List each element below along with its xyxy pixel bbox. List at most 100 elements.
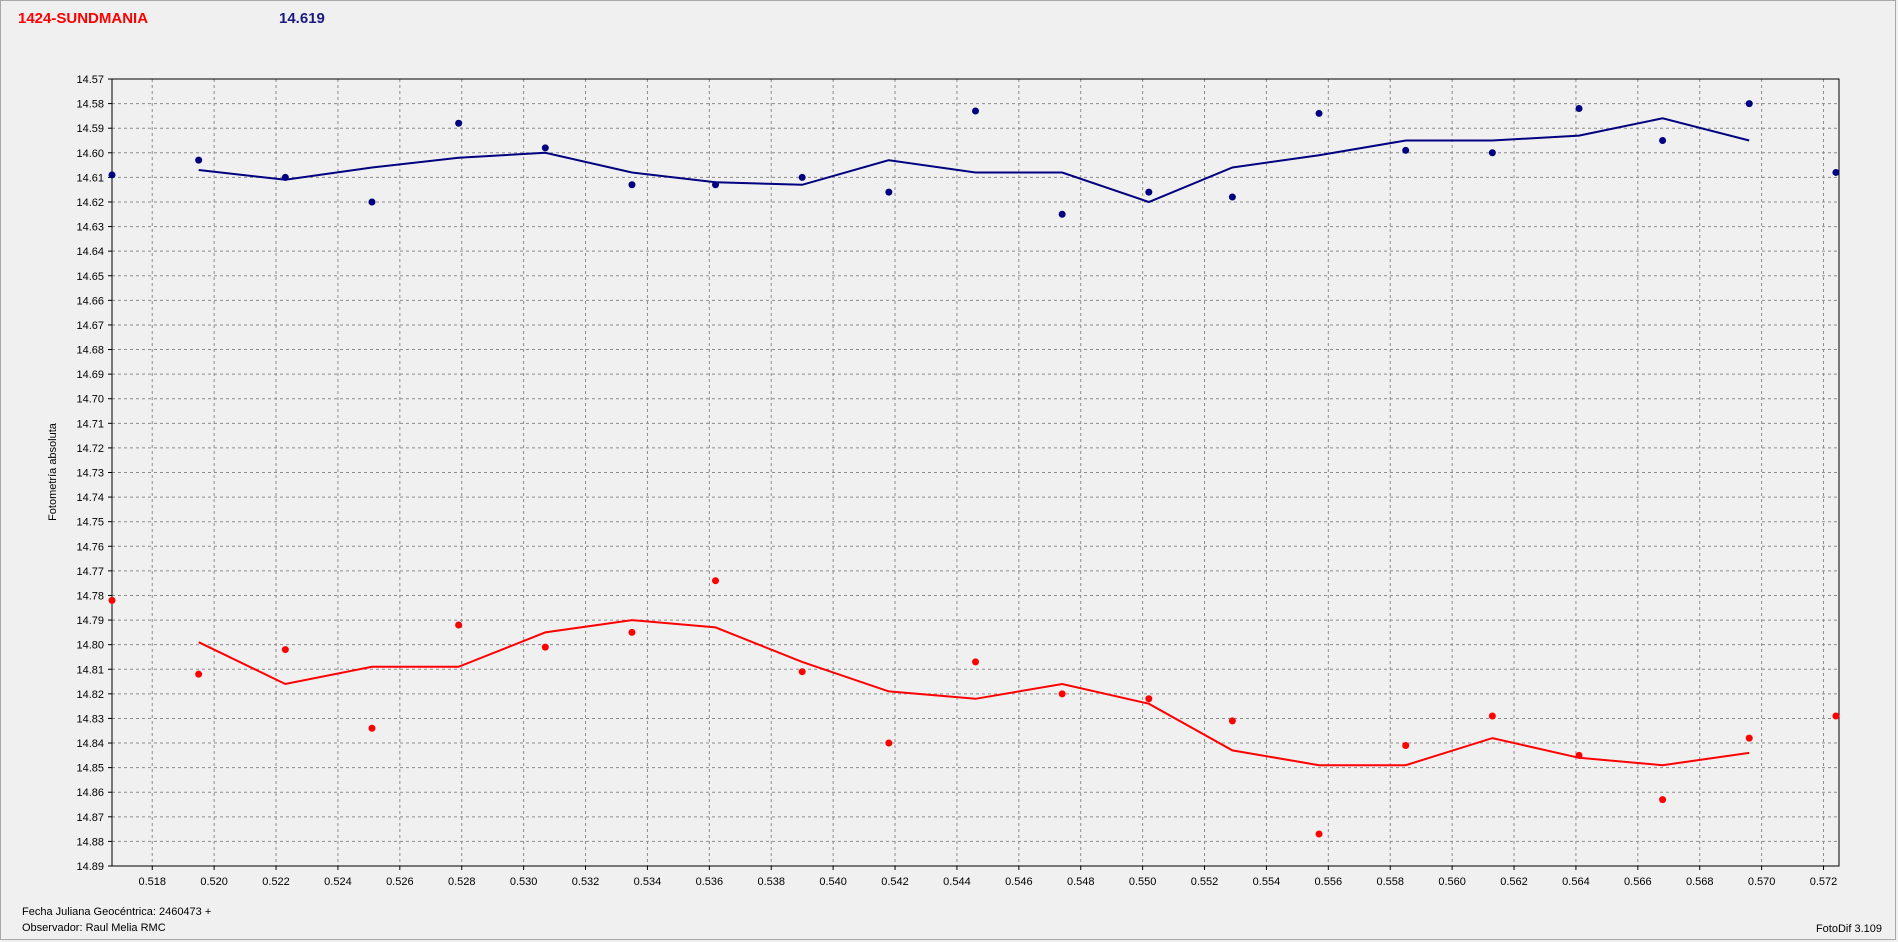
series-1-trend-line [198,117,1750,204]
series-2-point [541,643,549,651]
y-tick-label: 14.65 [76,271,104,283]
series-1-point [1145,188,1153,196]
series-2-point [455,621,463,629]
x-tick-label: 0.546 [1005,876,1033,888]
x-tick-label: 0.560 [1438,876,1466,888]
series-2-point [1745,734,1753,742]
series-1-point [1315,109,1323,117]
x-tick-label: 0.572 [1810,876,1838,888]
series-2-point [1575,751,1583,759]
series-1-point [1745,100,1753,108]
series-1-point [281,173,289,181]
y-tick-label: 14.57 [76,74,104,86]
x-tick-label: 0.568 [1686,876,1714,888]
series-1-point [1402,146,1410,154]
series-1-point [712,181,720,189]
x-tick-label: 0.540 [819,876,847,888]
series-2-point [1315,830,1323,838]
y-tick-label: 14.85 [76,763,104,775]
y-tick-label: 14.68 [76,345,104,357]
series-1-point [1488,149,1496,157]
x-tick-label: 0.536 [696,876,724,888]
chart-series [108,100,1840,838]
x-tick-label: 0.524 [324,876,352,888]
y-tick-label: 14.71 [76,418,104,430]
series-2-point [628,628,636,636]
x-tick-label: 0.556 [1315,876,1343,888]
x-axis-ticks: 0.518 0.520 0.522 0.524 0.526 0.528 0.530 0.532… [138,866,1837,888]
y-tick-label: 14.83 [76,713,104,725]
series-2-point [281,646,289,654]
y-tick-label: 14.62 [76,197,104,209]
series-2-trend-line [198,619,1750,767]
series-2-point [1228,717,1236,725]
series-2-point [885,739,893,747]
series-1-point [1058,210,1066,218]
julian-date-label: Fecha Juliana Geocéntrica: 2460473 + [22,906,212,918]
series-1-point [195,156,203,164]
series-1-point [108,171,116,179]
series-2-point [712,577,720,585]
y-tick-label: 14.60 [76,148,104,160]
series-1-point [628,181,636,189]
x-tick-label: 0.558 [1376,876,1404,888]
x-tick-label: 0.544 [943,876,971,888]
x-tick-label: 0.570 [1748,876,1776,888]
series-2-point [1402,741,1410,749]
series-2-point [972,658,979,666]
y-tick-label: 14.88 [76,836,104,848]
series-2-point [1488,712,1496,720]
y-tick-label: 14.76 [76,541,104,553]
y-tick-label: 14.78 [76,590,104,602]
series-2-point [108,596,116,604]
series-2-point [368,724,376,732]
y-tick-label: 14.70 [76,394,104,406]
x-tick-label: 0.520 [200,876,228,888]
series-1-point [1575,105,1583,113]
y-tick-label: 14.74 [76,492,104,504]
series-1-point [798,173,806,181]
series-2-point [1145,695,1153,703]
y-tick-label: 14.59 [76,123,104,135]
series-1-point [541,144,549,152]
y-tick-label: 14.86 [76,787,104,799]
x-tick-label: 0.522 [262,876,290,888]
series-2-point [1832,712,1840,720]
series-2-point [1659,796,1667,804]
x-tick-label: 0.554 [1253,876,1281,888]
series-2-point [1058,690,1066,698]
series-2-point [195,670,203,678]
y-tick-label: 14.58 [76,99,104,111]
y-tick-label: 14.73 [76,468,104,480]
series-1-point [972,107,979,115]
lightcurve-chart: 14.57 14.58 14.59 14.60 14.61 14.62 14.63 14.64… [76,74,1840,888]
series-1-point [1832,168,1840,176]
x-tick-label: 0.548 [1067,876,1095,888]
series-1-point [1659,136,1667,144]
object-name-title: 1424-SUNDMANIA [18,10,149,27]
y-tick-label: 14.79 [76,615,104,627]
x-tick-label: 0.526 [386,876,414,888]
x-tick-label: 0.552 [1191,876,1219,888]
x-tick-label: 0.534 [634,876,662,888]
y-tick-label: 14.77 [76,566,104,578]
series-1-point [455,119,463,127]
software-version: FotoDif 3.109 [1815,923,1882,935]
y-tick-label: 14.67 [76,320,104,332]
x-tick-label: 0.528 [448,876,476,888]
observer-label: Observador: Raul Melia RMC [22,922,166,934]
y-tick-label: 14.75 [76,517,104,529]
y-tick-label: 14.64 [76,246,104,258]
x-tick-label: 0.530 [510,876,538,888]
y-tick-label: 14.63 [76,222,104,234]
series-1-point [1228,193,1236,201]
x-tick-label: 0.550 [1129,876,1157,888]
y-tick-label: 14.89 [76,861,104,873]
x-tick-label: 0.562 [1500,876,1528,888]
y-tick-label: 14.82 [76,689,104,701]
x-tick-label: 0.566 [1624,876,1652,888]
y-tick-label: 14.80 [76,640,104,652]
y-axis-ticks: 14.57 14.58 14.59 14.60 14.61 14.62 14.63 14.64… [76,74,112,873]
series-1-point [368,198,376,206]
